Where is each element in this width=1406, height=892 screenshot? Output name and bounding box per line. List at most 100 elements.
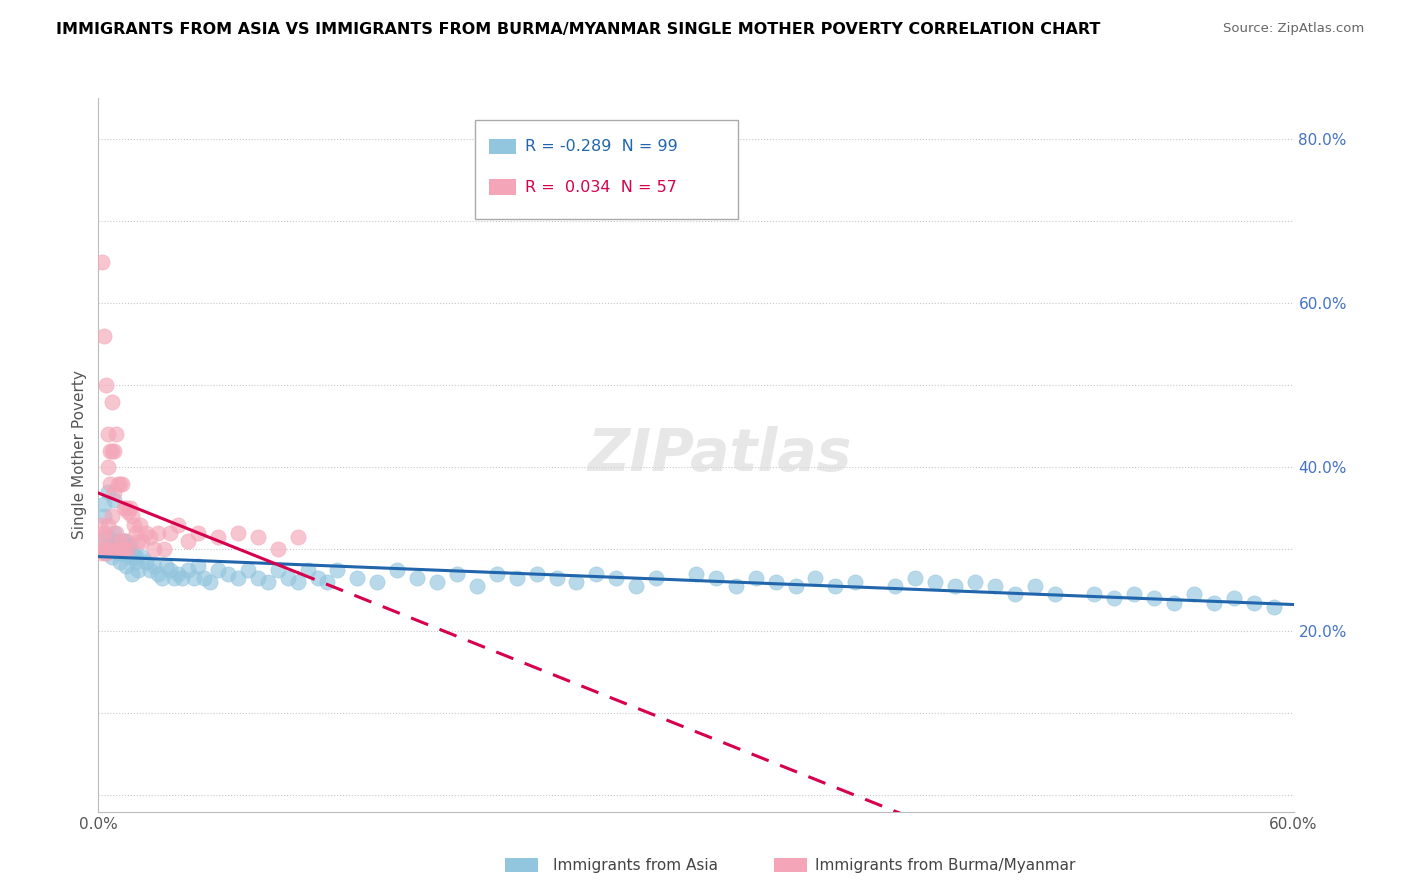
Point — [101, 550, 124, 565]
Point — [120, 550, 142, 565]
Point — [163, 571, 186, 585]
Point — [704, 571, 727, 585]
FancyBboxPatch shape — [475, 120, 738, 219]
Point — [111, 546, 134, 560]
Point — [100, 476, 122, 491]
Point — [125, 555, 148, 569]
Point — [101, 394, 124, 409]
Point — [287, 530, 309, 544]
Text: R =  0.034  N = 57: R = 0.034 N = 57 — [524, 180, 676, 194]
Point — [246, 571, 269, 585]
Point — [111, 542, 134, 557]
Text: ZIPatlas: ZIPatlas — [588, 426, 852, 483]
Point — [1263, 599, 1285, 614]
Point — [103, 484, 125, 499]
Point — [103, 443, 125, 458]
Point — [107, 476, 129, 491]
Point — [426, 575, 449, 590]
Point — [105, 542, 128, 557]
Point — [963, 575, 986, 590]
Point — [1004, 587, 1026, 601]
Point — [125, 525, 148, 540]
Point — [626, 579, 648, 593]
Point — [93, 530, 115, 544]
Point — [724, 579, 747, 593]
Point — [96, 546, 118, 560]
Point — [131, 550, 153, 565]
Point — [765, 575, 787, 590]
Point — [217, 566, 239, 581]
Point — [605, 571, 627, 585]
Point — [103, 542, 125, 557]
Point — [406, 571, 429, 585]
Point — [1143, 591, 1166, 606]
Point — [101, 443, 124, 458]
Point — [96, 542, 118, 557]
Point — [546, 571, 568, 585]
Point — [198, 575, 221, 590]
Point — [159, 525, 181, 540]
Point — [155, 558, 177, 573]
Bar — [505, 858, 538, 872]
Point — [307, 571, 329, 585]
Point — [177, 534, 200, 549]
Point — [1083, 587, 1105, 601]
Point — [139, 563, 162, 577]
Text: R = -0.289  N = 99: R = -0.289 N = 99 — [524, 139, 678, 154]
Point — [1182, 587, 1205, 601]
Point — [107, 534, 129, 549]
Point — [785, 579, 807, 593]
Point — [124, 546, 146, 560]
Point — [824, 579, 846, 593]
Point — [97, 427, 120, 442]
Point — [153, 542, 176, 557]
Point — [127, 534, 149, 549]
Point — [135, 555, 157, 569]
Bar — [773, 858, 807, 872]
Point — [93, 497, 115, 511]
Point — [111, 476, 134, 491]
Point — [120, 538, 142, 552]
Point — [277, 571, 299, 585]
Point — [103, 525, 125, 540]
Text: Immigrants from Asia: Immigrants from Asia — [553, 858, 717, 872]
Point — [236, 563, 259, 577]
Point — [943, 579, 966, 593]
Point — [115, 534, 138, 549]
Point — [1163, 596, 1185, 610]
Point — [207, 563, 229, 577]
Point — [172, 571, 194, 585]
Point — [1243, 596, 1265, 610]
Point — [267, 563, 290, 577]
Point — [804, 571, 827, 585]
Point — [167, 517, 190, 532]
Point — [105, 525, 128, 540]
Point — [143, 558, 166, 573]
Point — [207, 530, 229, 544]
Point — [105, 427, 128, 442]
Point — [183, 571, 205, 585]
Point — [326, 563, 349, 577]
Point — [984, 579, 1007, 593]
Point — [366, 575, 388, 590]
Point — [904, 571, 927, 585]
Point — [121, 509, 143, 524]
Text: IMMIGRANTS FROM ASIA VS IMMIGRANTS FROM BURMA/MYANMAR SINGLE MOTHER POVERTY CORR: IMMIGRANTS FROM ASIA VS IMMIGRANTS FROM … — [56, 22, 1101, 37]
Point — [112, 501, 135, 516]
Point — [1123, 587, 1146, 601]
Point — [100, 443, 122, 458]
Point — [167, 566, 190, 581]
Point — [526, 566, 548, 581]
Point — [110, 476, 132, 491]
Point — [745, 571, 768, 585]
Point — [226, 525, 249, 540]
Point — [107, 546, 129, 560]
Point — [125, 550, 148, 565]
Point — [96, 546, 118, 560]
Point — [143, 542, 166, 557]
Point — [112, 542, 135, 557]
Point — [485, 566, 508, 581]
Point — [93, 509, 115, 524]
Point — [924, 575, 946, 590]
Point — [117, 538, 139, 552]
